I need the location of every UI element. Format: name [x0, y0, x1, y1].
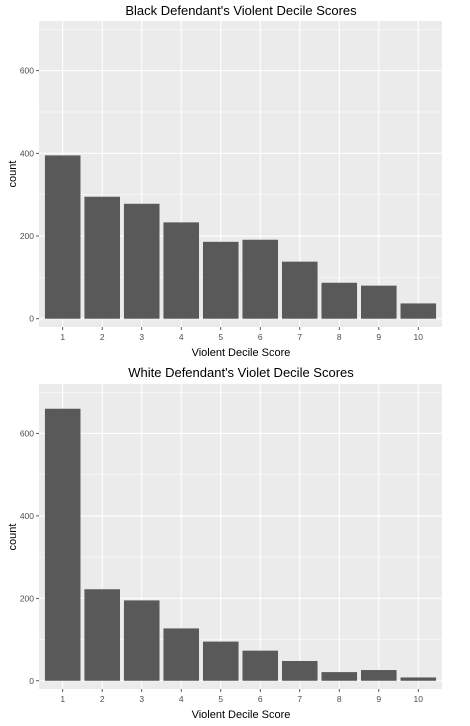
black-defendants-chart: Black Defendant's Violent Decile Scores … [7, 3, 442, 359]
bar [242, 239, 279, 319]
bar [242, 650, 279, 681]
x-tick-label: 3 [139, 332, 144, 342]
x-tick-label: 1 [60, 332, 65, 342]
x-tick-label: 4 [179, 694, 184, 704]
chart-title: White Defendant's Violet Decile Scores [128, 365, 354, 380]
x-tick-label: 5 [218, 694, 223, 704]
bar [163, 222, 200, 319]
x-axis-ticks: 1 2 3 4 5 6 7 8 9 10 [60, 689, 423, 704]
y-axis-title: count [7, 524, 19, 551]
x-tick-label: 4 [179, 332, 184, 342]
bar [123, 600, 160, 681]
bar [44, 155, 81, 319]
y-tick-label: 0 [29, 676, 34, 686]
x-tick-label: 5 [218, 332, 223, 342]
bar [400, 677, 437, 681]
bar [202, 241, 239, 319]
bar [84, 196, 120, 319]
bar [281, 261, 318, 319]
x-tick-label: 8 [337, 332, 342, 342]
bar [361, 670, 397, 681]
y-axis-title: count [7, 161, 19, 188]
x-tick-label: 1 [60, 694, 65, 704]
white-defendants-chart: White Defendant's Violet Decile Scores 0… [7, 365, 442, 721]
bar [321, 282, 358, 319]
x-axis-title: Violent Decile Score [192, 709, 291, 721]
chart-title: Black Defendant's Violent Decile Scores [125, 3, 357, 18]
bar [321, 672, 358, 681]
x-tick-label: 10 [414, 332, 424, 342]
bars [44, 408, 437, 681]
y-tick-label: 200 [20, 593, 34, 603]
x-tick-label: 2 [100, 694, 105, 704]
x-tick-label: 7 [297, 694, 302, 704]
bar [281, 660, 318, 681]
y-tick-label: 0 [29, 314, 34, 324]
x-tick-label: 9 [376, 694, 381, 704]
y-tick-label: 400 [20, 148, 34, 158]
x-tick-label: 7 [297, 332, 302, 342]
x-tick-label: 9 [376, 332, 381, 342]
x-tick-label: 3 [139, 694, 144, 704]
bar [361, 285, 397, 319]
y-tick-label: 600 [20, 66, 34, 76]
bar [163, 628, 200, 681]
x-tick-label: 6 [258, 332, 263, 342]
bar [123, 203, 160, 319]
y-tick-label: 400 [20, 511, 34, 521]
bar [400, 303, 437, 319]
bar [44, 408, 81, 681]
y-axis-ticks: 0 200 400 600 [20, 428, 39, 686]
bar [202, 641, 239, 681]
gridlines [39, 384, 442, 689]
y-axis-ticks: 0 200 400 600 [20, 66, 39, 324]
y-tick-label: 200 [20, 231, 34, 241]
x-tick-label: 6 [258, 694, 263, 704]
bar [84, 589, 120, 681]
y-tick-label: 600 [20, 428, 34, 438]
x-tick-label: 8 [337, 694, 342, 704]
x-axis-ticks: 1 2 3 4 5 6 7 8 9 10 [60, 327, 423, 342]
x-tick-label: 2 [100, 332, 105, 342]
x-tick-label: 10 [414, 694, 424, 704]
x-axis-title: Violent Decile Score [192, 347, 291, 359]
bars [44, 155, 437, 319]
